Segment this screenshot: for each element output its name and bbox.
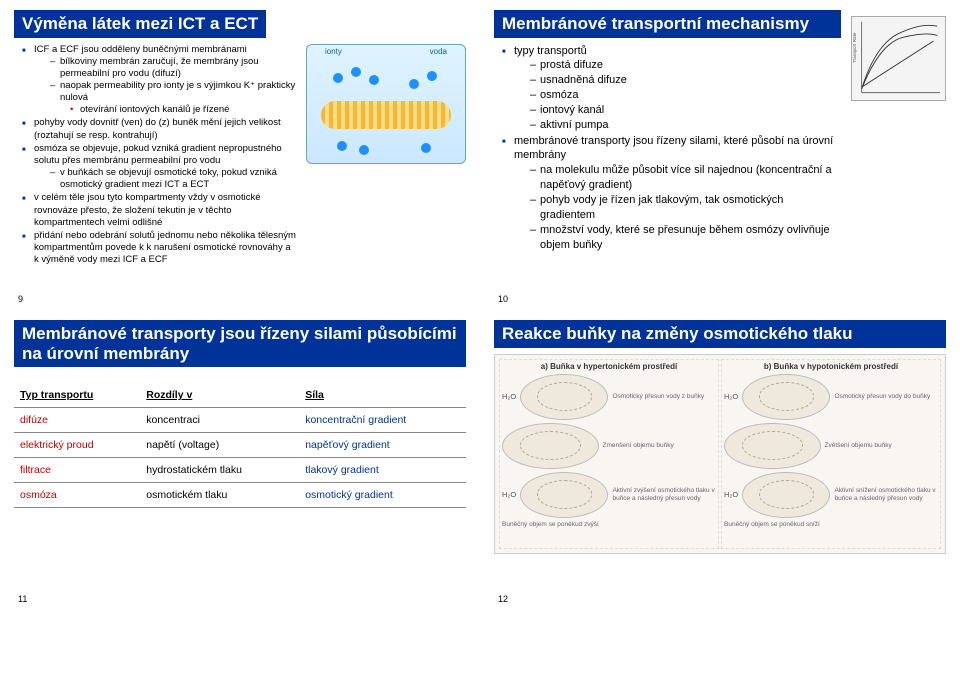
table-row: difúze koncentraci koncentrační gradient [14, 408, 466, 433]
bullet-text: iontový kanál [540, 104, 604, 116]
bullet-text: množství vody, které se přesunuje během … [540, 224, 830, 251]
caption: Zvětšení objemu buňky [825, 442, 938, 449]
h2o-label: H₂O [724, 490, 738, 499]
bullet-text: na molekulu může působit více sil najedn… [540, 164, 832, 191]
slide-title: Membránové transportní mechanismy [494, 10, 841, 38]
slide-number: 9 [18, 294, 23, 304]
osmotic-cell-diagram: a) Buňka v hypertonickém prostředí H₂O O… [494, 354, 946, 554]
panel-hypotonic: b) Buňka v hypotonickém prostředí H₂O Os… [721, 359, 941, 549]
caption: Buněčný objem se poněkud zvýší [502, 521, 716, 528]
table-row: elektrický proud napětí (voltage) napěťo… [14, 433, 466, 458]
bullet-text: v buňkách se objevují osmotické toky, po… [60, 167, 277, 190]
panel-hypertonic: a) Buňka v hypertonickém prostředí H₂O O… [499, 359, 719, 549]
table-row: osmóza osmotickém tlaku osmotický gradie… [14, 483, 466, 508]
slide-9: Výměna látek mezi ICT a ECT ICF a ECF js… [0, 0, 480, 310]
bullet-text: bílkoviny membrán zaručují, že membrány … [60, 56, 259, 79]
h2o-label: H₂O [502, 392, 516, 401]
membrane-diagram: ionty voda [306, 44, 466, 164]
caption: Aktivní snížení osmotického tlaku v buňc… [834, 487, 938, 501]
bullet-text: typy transportů [514, 45, 587, 57]
caption: Zmenšení objemu buňky [603, 442, 716, 449]
bullet-text: osmóza se objevuje, pokud vzniká gradien… [34, 143, 282, 166]
transport-forces-table: Typ transportu Rozdíly v Síla difúze kon… [14, 383, 466, 508]
bullet-text: prostá difuze [540, 59, 603, 71]
caption: Osmotický přesun vody do buňky [834, 393, 938, 400]
bullet-text: přidání nebo odebrání solutů jednomu neb… [34, 230, 296, 265]
bullet-text: ICF a ECF jsou odděleny buněčnými membrá… [34, 44, 247, 55]
bullet-text: usnadněná difuze [540, 74, 627, 86]
slide-number: 10 [498, 294, 508, 304]
table-header: Typ transportu [14, 383, 140, 408]
bullet-text: osmóza [540, 89, 579, 101]
caption: Buněčný objem se poněkud sníží [724, 521, 938, 528]
h2o-label: H₂O [502, 490, 516, 499]
bullet-list: ICF a ECF jsou odděleny buněčnými membrá… [14, 44, 296, 267]
chart-ylabel: Transport Rate [852, 32, 857, 63]
slide-11: Membránové transporty jsou řízeny silami… [0, 310, 480, 610]
slide-number: 11 [18, 594, 27, 604]
caption: Aktivní zvýšení osmotického tlaku v buňc… [612, 487, 716, 501]
diagram-label-ions: ionty [325, 47, 342, 56]
bullet-text: membránové transporty jsou řízeny silami… [514, 135, 833, 162]
slide-number: 12 [498, 594, 508, 604]
slide-10: Membránové transportní mechanismy typy t… [480, 0, 960, 310]
bullet-list: typy transportů prostá difuze usnadněná … [494, 44, 841, 253]
transport-rate-chart: Transport Rate [851, 16, 946, 101]
caption: Osmotický přesun vody z buňky [612, 393, 716, 400]
slide-12: Reakce buňky na změny osmotického tlaku … [480, 310, 960, 610]
bullet-text: pohyby vody dovnitř (ven) do (z) buněk m… [34, 117, 281, 140]
panel-title: a) Buňka v hypertonickém prostředí [502, 362, 716, 371]
bullet-text: pohyb vody je řízen jak tlakovým, tak os… [540, 194, 783, 221]
bullet-text: aktivní pumpa [540, 119, 608, 131]
table-header: Síla [299, 383, 466, 408]
table-header: Rozdíly v [140, 383, 299, 408]
diagram-label-water: voda [430, 47, 447, 56]
slide-title: Membránové transporty jsou řízeny silami… [14, 320, 466, 367]
bullet-text: v celém těle jsou tyto kompartmenty vždy… [34, 192, 261, 227]
table-row: filtrace hydrostatickém tlaku tlakový gr… [14, 458, 466, 483]
slide-title: Výměna látek mezi ICT a ECT [14, 10, 266, 38]
slide-title: Reakce buňky na změny osmotického tlaku [494, 320, 946, 348]
h2o-label: H₂O [724, 392, 738, 401]
bullet-text: otevírání iontových kanálů je řízené [80, 104, 229, 115]
bullet-text: naopak permeability pro ionty je s výjim… [60, 80, 295, 103]
panel-title: b) Buňka v hypotonickém prostředí [724, 362, 938, 371]
